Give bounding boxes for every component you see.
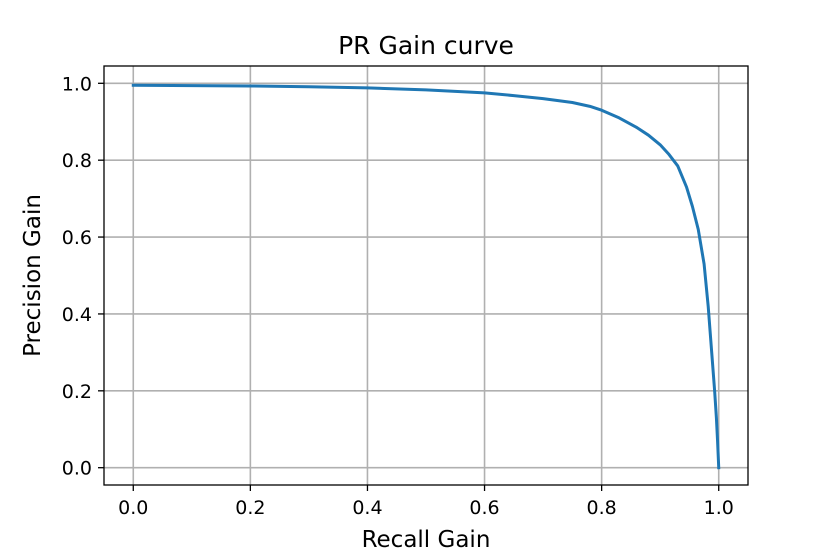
y-tick-label: 0.2 — [62, 381, 92, 403]
x-axis-label: Recall Gain — [362, 527, 491, 553]
x-tick-label: 0.2 — [235, 497, 265, 519]
x-tick-label: 0.0 — [118, 497, 148, 519]
chart-title: PR Gain curve — [338, 31, 514, 60]
y-tick-label: 0.0 — [62, 458, 92, 480]
x-tick-label: 1.0 — [704, 497, 734, 519]
grid-layer — [104, 66, 748, 485]
x-tick-label: 0.4 — [352, 497, 382, 519]
series-line — [131, 83, 721, 470]
y-tick-label: 0.8 — [62, 150, 92, 172]
tick-layer: 0.0 0.2 0.4 0.6 0.8 1.0 0.0 0.2 0.4 0.6 0.8 1.0 — [62, 73, 734, 519]
y-tick-label: 0.6 — [62, 227, 92, 249]
y-tick-label: 0.4 — [62, 304, 92, 326]
plot-frame — [103, 65, 749, 486]
series-layer — [131, 83, 721, 470]
y-tick-label: 1.0 — [62, 73, 92, 95]
y-axis-label: Precision Gain — [20, 194, 46, 357]
x-tick-label: 0.8 — [587, 497, 617, 519]
x-tick-label: 0.6 — [469, 497, 499, 519]
